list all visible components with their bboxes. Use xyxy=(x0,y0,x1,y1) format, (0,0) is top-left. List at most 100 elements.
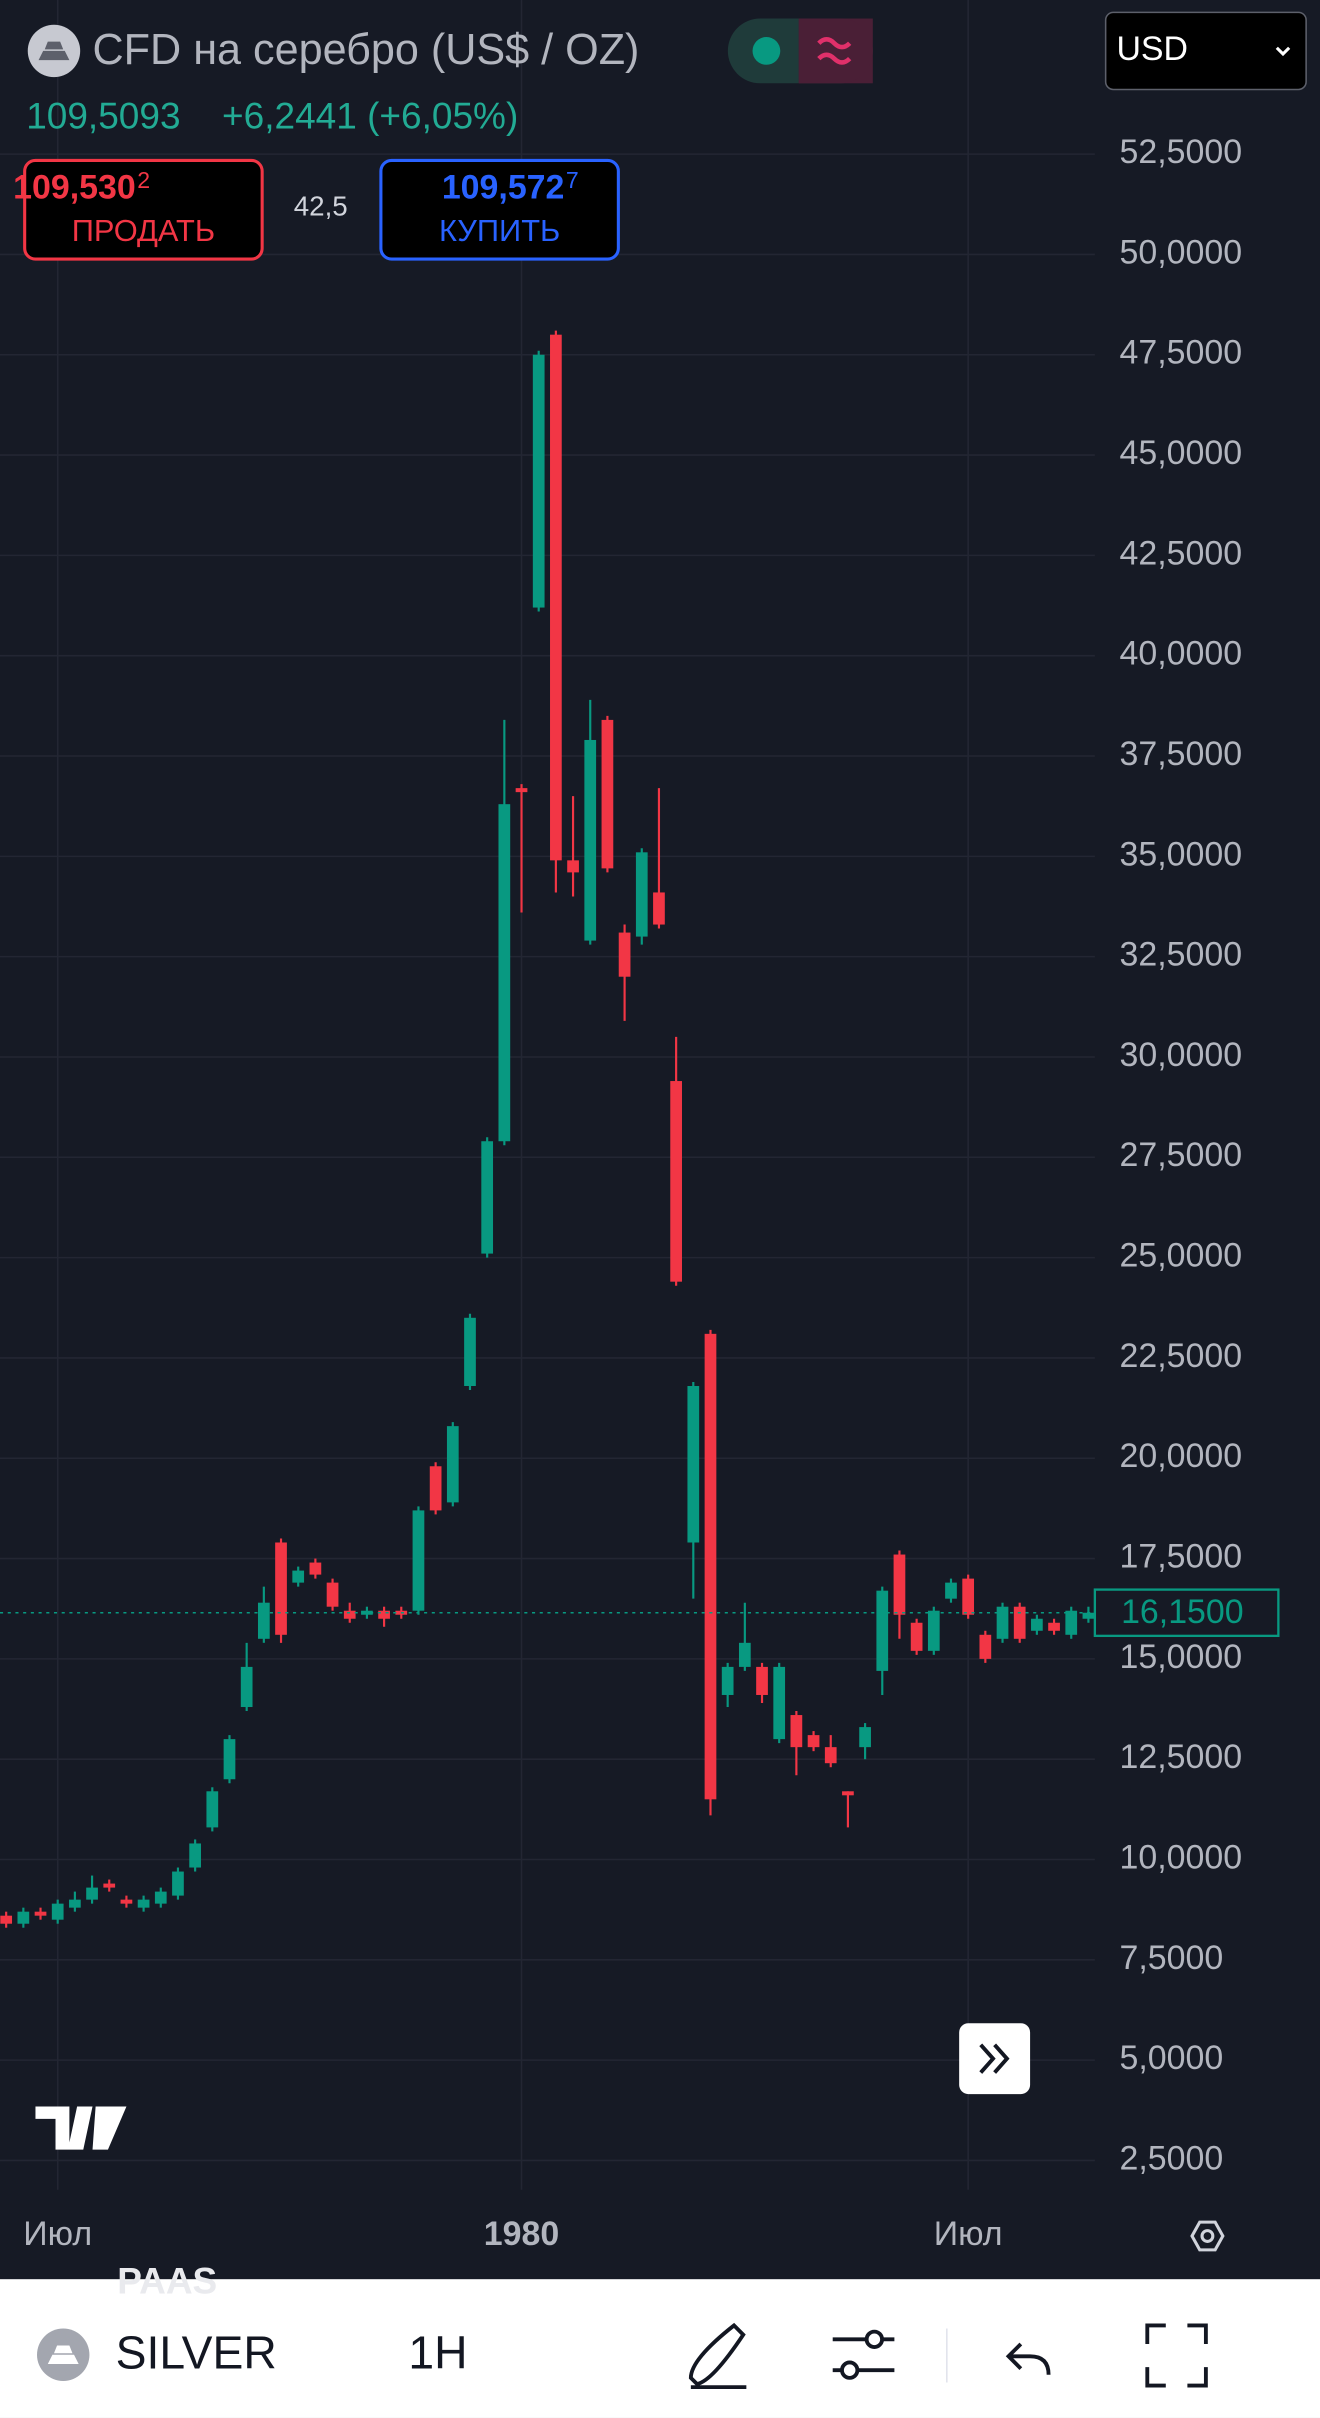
y-tick-label: 10,0000 xyxy=(1120,1838,1243,1876)
currency-select[interactable] xyxy=(1104,11,1307,91)
candle-body xyxy=(532,354,545,608)
candle-body xyxy=(361,1610,373,1615)
candle-body xyxy=(137,1899,150,1908)
sell-label: ПРОДАТЬ xyxy=(72,213,215,248)
candle-body xyxy=(378,1610,390,1619)
sell-price-fraction: 2 xyxy=(137,167,150,193)
y-tick-label: 22,5000 xyxy=(1120,1337,1243,1375)
y-tick-label: 20,0000 xyxy=(1120,1437,1243,1475)
y-tick-label: 17,5000 xyxy=(1120,1538,1243,1576)
candle-body xyxy=(842,1791,854,1796)
indicator-knob xyxy=(840,2360,860,2380)
undo[interactable] xyxy=(1005,2342,1051,2375)
candle-body xyxy=(0,1915,13,1924)
candle-body xyxy=(481,1141,494,1254)
buy-label: КУПИТЬ xyxy=(439,213,560,248)
toolbar xyxy=(0,2279,1320,2418)
candle-body xyxy=(515,788,528,793)
toolbar-symbol[interactable]: SILVER xyxy=(116,2327,277,2379)
axes: 2,5000 5,0000 7,5000 10,0000 12,5000 15,0000 1… xyxy=(0,133,1280,2253)
candle-body xyxy=(275,1542,287,1635)
candle-body xyxy=(738,1642,751,1667)
candle-body xyxy=(687,1386,700,1543)
candle-body xyxy=(326,1582,339,1607)
candle-body xyxy=(979,1634,992,1659)
market-status-cap xyxy=(798,18,873,84)
candle-body xyxy=(429,1466,442,1511)
settings-icon[interactable] xyxy=(1190,2220,1225,2252)
indicator-knob xyxy=(864,2329,884,2349)
candle-body xyxy=(446,1426,459,1503)
candle-body xyxy=(343,1610,356,1619)
sell-price: 109,530 xyxy=(13,169,136,207)
candle-body xyxy=(120,1899,133,1904)
x-tick-label: 1980 xyxy=(484,2215,559,2253)
candle-body xyxy=(240,1666,253,1708)
candle-body xyxy=(756,1666,768,1695)
y-tick-label: 2,5000 xyxy=(1120,2139,1224,2177)
y-tick-label: 35,0000 xyxy=(1120,835,1243,873)
candle-body xyxy=(1082,1612,1095,1619)
candle-body xyxy=(824,1747,837,1764)
candle-body xyxy=(790,1715,803,1748)
candle-body xyxy=(189,1843,201,1868)
title: CFD на серебро (US$ / OZ) xyxy=(93,26,640,74)
candle-body xyxy=(1065,1610,1078,1635)
spread: 42,5 xyxy=(294,191,348,222)
sell-button[interactable] xyxy=(23,158,264,261)
x-tick-label: Июл xyxy=(23,2215,92,2253)
buy-button[interactable] xyxy=(379,158,620,261)
last-price-label: 16,1500 xyxy=(1121,1593,1244,1631)
y-tick-label: 30,0000 xyxy=(1120,1036,1243,1074)
scroll-icon xyxy=(979,2043,1010,2074)
candle-body xyxy=(257,1602,270,1639)
candle-body xyxy=(927,1610,940,1651)
price: 109,5093 xyxy=(26,96,180,137)
candle-body xyxy=(962,1578,975,1615)
candle-body xyxy=(584,739,597,941)
candle-body xyxy=(876,1590,889,1671)
candle-body xyxy=(670,1081,682,1282)
candle-body xyxy=(154,1891,167,1904)
candle-body xyxy=(721,1666,734,1695)
candle-body xyxy=(550,334,562,861)
candle-body xyxy=(945,1582,957,1599)
candle-body xyxy=(773,1666,786,1740)
dropdown-arrow xyxy=(1275,46,1291,57)
interval[interactable]: 1H xyxy=(408,2327,467,2379)
gear xyxy=(1190,2220,1225,2252)
candle-body xyxy=(206,1791,219,1828)
candle-body xyxy=(412,1510,425,1611)
symbol-icon-bars xyxy=(38,41,70,61)
fullscreen[interactable] xyxy=(1145,2323,1208,2388)
y-tick-label: 27,5000 xyxy=(1120,1136,1243,1174)
candle-body xyxy=(103,1883,116,1888)
chart-background xyxy=(0,0,1320,2279)
faded-symbol: PAAS xyxy=(117,2261,217,2302)
candle-body xyxy=(859,1727,871,1748)
status-dot xyxy=(752,37,781,65)
y-tick-label: 40,0000 xyxy=(1120,635,1243,673)
toolbar-symbol-icon xyxy=(37,2328,90,2381)
candle-body xyxy=(69,1899,81,1908)
y-tick-label: 15,0000 xyxy=(1120,1638,1243,1676)
gear-center xyxy=(1200,2229,1215,2243)
candle-body xyxy=(34,1911,47,1916)
draw-tool[interactable] xyxy=(688,2322,747,2390)
y-tick-label: 50,0000 xyxy=(1120,233,1243,271)
candle-body xyxy=(704,1333,717,1800)
candle-body xyxy=(172,1871,184,1896)
candle-body xyxy=(1048,1622,1060,1631)
buy-price-fraction: 7 xyxy=(566,167,579,193)
candle-body xyxy=(309,1562,322,1575)
candle-body xyxy=(498,804,511,1142)
candle-body xyxy=(86,1887,98,1900)
candle-body xyxy=(1031,1618,1043,1631)
candle-body xyxy=(653,892,665,925)
y-tick-label: 47,5000 xyxy=(1120,334,1243,372)
candle-body xyxy=(635,852,648,937)
y-tick-label: 32,5000 xyxy=(1120,936,1243,974)
x-tick-label: Июл xyxy=(934,2215,1003,2253)
